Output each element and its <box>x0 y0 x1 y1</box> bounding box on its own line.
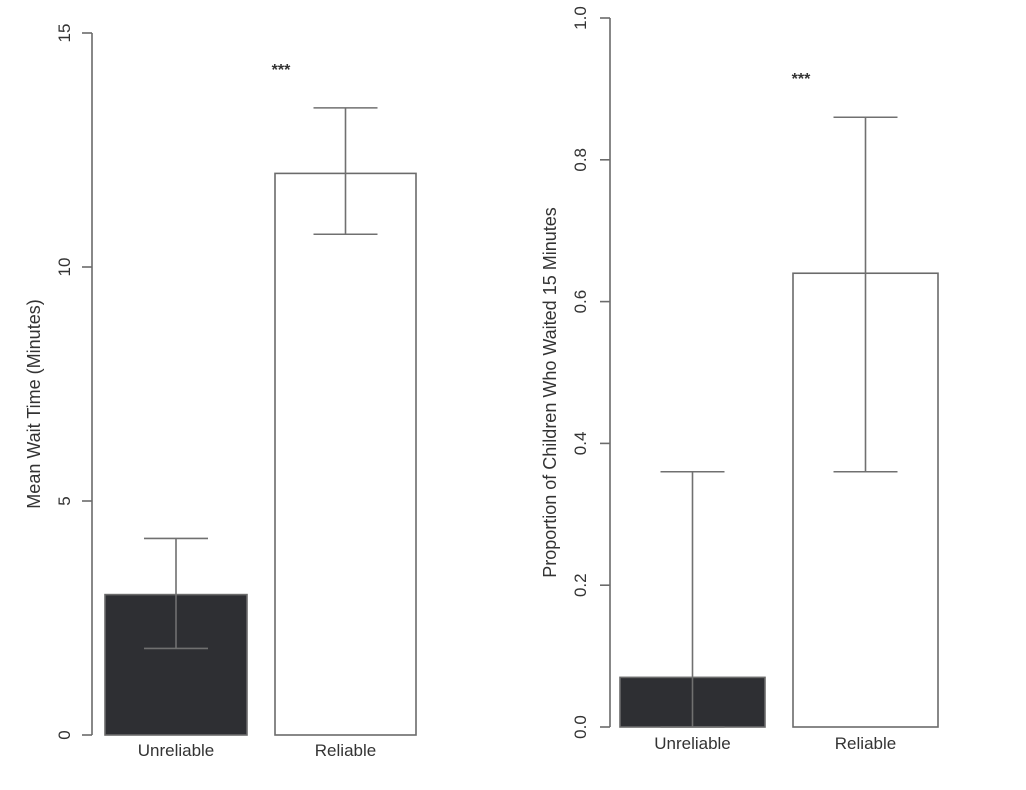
y-axis-label: Mean Wait Time (Minutes) <box>24 299 44 508</box>
y-tick-label: 0 <box>55 730 74 739</box>
chart-panel-2: 0.0 0.2 0.4 0.6 0.8 1.0 Proportion of Children… <box>540 6 939 753</box>
category-label: Unreliable <box>138 741 215 760</box>
y-tick-label: 0.4 <box>571 432 590 456</box>
y-tick-label: 15 <box>55 24 74 43</box>
y-tick-label: 10 <box>55 258 74 277</box>
category-label: Unreliable <box>654 734 731 753</box>
category-label: Reliable <box>835 734 896 753</box>
y-axis-label: Proportion of Children Who Waited 15 Min… <box>540 207 560 578</box>
category-label: Reliable <box>315 741 376 760</box>
y-tick-label: 1.0 <box>571 6 590 30</box>
y-tick-label: 0.6 <box>571 290 590 314</box>
y-tick-label: 5 <box>55 496 74 505</box>
bar-reliable <box>274 172 417 736</box>
y-tick-label: 0.2 <box>571 573 590 597</box>
chart-panel-1: 0 5 10 15 Mean Wait Time (Minutes) Unreliable… <box>24 24 417 760</box>
y-tick-label: 0.8 <box>571 148 590 172</box>
significance-stars: *** <box>272 62 291 79</box>
y-tick-label: 0.0 <box>571 715 590 739</box>
significance-stars: *** <box>792 71 811 88</box>
